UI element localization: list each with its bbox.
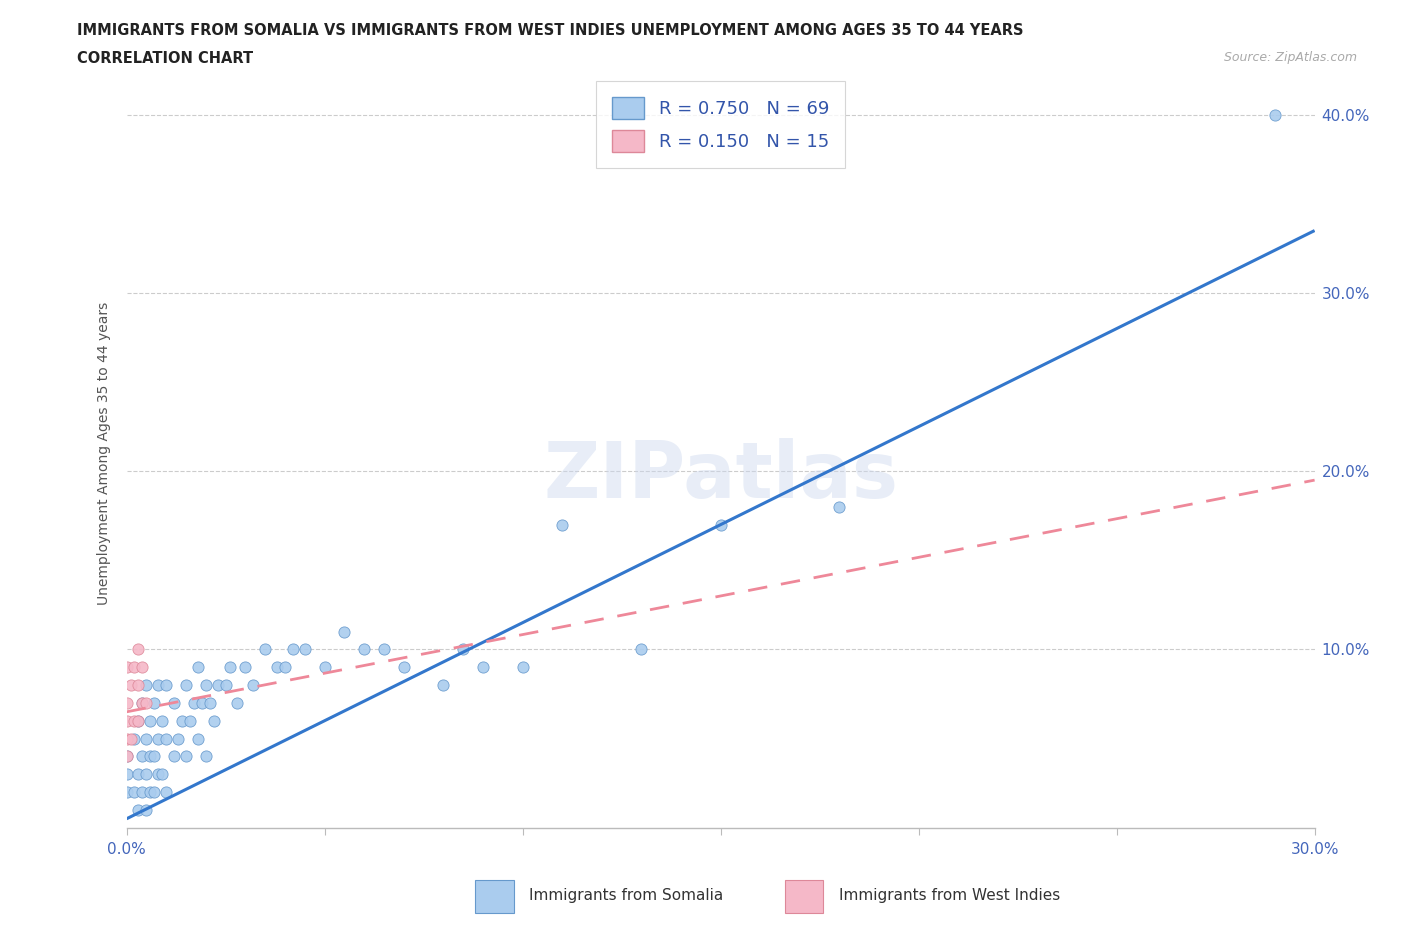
Point xyxy=(254,642,277,657)
Point xyxy=(135,803,157,817)
Point xyxy=(163,696,186,711)
Point xyxy=(266,660,288,675)
Point xyxy=(179,713,201,728)
Point xyxy=(131,785,153,800)
Text: Source: ZipAtlas.com: Source: ZipAtlas.com xyxy=(1223,51,1357,64)
Point xyxy=(139,713,162,728)
Point xyxy=(183,696,205,711)
Text: ZIPatlas: ZIPatlas xyxy=(543,438,898,514)
Bar xyxy=(475,880,515,913)
Point xyxy=(472,660,495,675)
Point xyxy=(127,642,149,657)
Point xyxy=(135,731,157,746)
Point xyxy=(314,660,336,675)
Point xyxy=(392,660,415,675)
Text: CORRELATION CHART: CORRELATION CHART xyxy=(77,51,253,66)
Point xyxy=(512,660,534,675)
Point xyxy=(115,749,138,764)
Legend: R = 0.750   N = 69, R = 0.150   N = 15: R = 0.750 N = 69, R = 0.150 N = 15 xyxy=(596,81,845,168)
Point xyxy=(1264,107,1286,122)
Point xyxy=(148,731,170,746)
Point xyxy=(294,642,316,657)
Point xyxy=(127,803,149,817)
Point xyxy=(115,713,138,728)
Point xyxy=(163,749,186,764)
Point xyxy=(218,660,240,675)
Point xyxy=(115,660,138,675)
Point xyxy=(432,678,454,693)
Point xyxy=(139,785,162,800)
Point xyxy=(233,660,256,675)
Point xyxy=(353,642,375,657)
Point xyxy=(115,749,138,764)
Point xyxy=(127,678,149,693)
Point xyxy=(451,642,474,657)
Point xyxy=(115,696,138,711)
Point xyxy=(148,678,170,693)
Point xyxy=(281,642,304,657)
Text: IMMIGRANTS FROM SOMALIA VS IMMIGRANTS FROM WEST INDIES UNEMPLOYMENT AMONG AGES 3: IMMIGRANTS FROM SOMALIA VS IMMIGRANTS FR… xyxy=(77,23,1024,38)
Bar xyxy=(785,880,824,913)
Point xyxy=(120,678,142,693)
Point xyxy=(174,678,197,693)
Point xyxy=(167,731,190,746)
Point xyxy=(124,660,146,675)
Point xyxy=(551,517,574,532)
Point xyxy=(124,785,146,800)
Point xyxy=(155,785,177,800)
Point xyxy=(373,642,395,657)
Point xyxy=(187,660,209,675)
Point xyxy=(139,749,162,764)
Point xyxy=(131,660,153,675)
Point xyxy=(630,642,652,657)
Point xyxy=(143,785,166,800)
Point xyxy=(127,713,149,728)
Point xyxy=(135,766,157,781)
Point xyxy=(135,678,157,693)
Point xyxy=(127,713,149,728)
Point xyxy=(226,696,249,711)
Text: Immigrants from Somalia: Immigrants from Somalia xyxy=(530,887,724,903)
Y-axis label: Unemployment Among Ages 35 to 44 years: Unemployment Among Ages 35 to 44 years xyxy=(97,301,111,605)
Point xyxy=(155,731,177,746)
Point xyxy=(115,766,138,781)
Point xyxy=(131,696,153,711)
Point xyxy=(127,766,149,781)
Point xyxy=(709,517,731,532)
Point xyxy=(202,713,225,728)
Point xyxy=(120,731,142,746)
Point xyxy=(242,678,264,693)
Point xyxy=(143,749,166,764)
Point xyxy=(191,696,214,711)
Point xyxy=(194,678,217,693)
Point xyxy=(207,678,229,693)
Point xyxy=(187,731,209,746)
Point xyxy=(143,696,166,711)
Point xyxy=(131,696,153,711)
Point xyxy=(150,766,173,781)
Point xyxy=(148,766,170,781)
Point xyxy=(174,749,197,764)
Point xyxy=(124,713,146,728)
Text: Immigrants from West Indies: Immigrants from West Indies xyxy=(838,887,1060,903)
Point xyxy=(194,749,217,764)
Point xyxy=(150,713,173,728)
Point xyxy=(131,749,153,764)
Point xyxy=(135,696,157,711)
Point xyxy=(155,678,177,693)
Point xyxy=(170,713,193,728)
Point xyxy=(333,624,356,639)
Point xyxy=(115,785,138,800)
Point xyxy=(115,731,138,746)
Point xyxy=(124,731,146,746)
Point xyxy=(274,660,297,675)
Point xyxy=(198,696,221,711)
Point xyxy=(214,678,236,693)
Point xyxy=(828,499,851,514)
